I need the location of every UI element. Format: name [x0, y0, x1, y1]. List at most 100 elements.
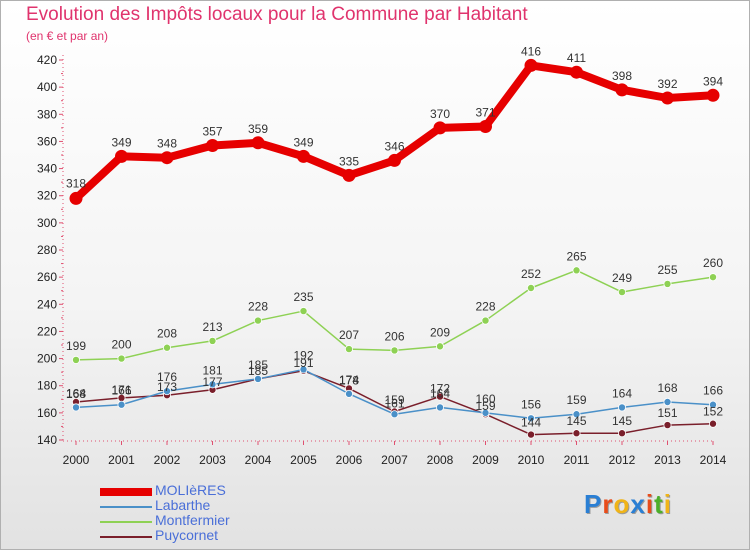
y-tick-label: 280	[37, 243, 57, 257]
data-label: 349	[111, 135, 131, 149]
data-label: 208	[157, 327, 177, 341]
data-point	[709, 419, 718, 428]
data-label: 164	[612, 386, 632, 400]
data-point	[435, 403, 444, 412]
logo-letter: t	[654, 489, 664, 519]
legend-swatch	[100, 506, 152, 508]
data-point	[572, 429, 581, 438]
data-point	[435, 392, 444, 401]
logo-letter: P	[584, 489, 603, 519]
data-label: 144	[521, 416, 541, 430]
data-label: 249	[612, 271, 632, 285]
data-label: 174	[339, 373, 359, 387]
x-tick-label: 2002	[154, 453, 181, 467]
data-label: 185	[248, 358, 268, 372]
data-point	[342, 168, 356, 182]
data-label: 173	[157, 380, 177, 394]
legend-swatch	[100, 536, 152, 538]
data-label: 172	[430, 382, 450, 396]
data-point	[251, 136, 265, 150]
data-label: 191	[293, 356, 313, 370]
x-tick-label: 2014	[700, 453, 727, 467]
chart-subtitle: (en € et par an)	[26, 29, 109, 43]
y-tick-label: 140	[37, 433, 57, 447]
x-tick-label: 2007	[381, 453, 408, 467]
data-label: 185	[248, 364, 268, 378]
data-label: 260	[703, 256, 723, 270]
data-point	[479, 120, 492, 133]
logo-letter: i	[663, 489, 672, 519]
data-point	[72, 403, 81, 412]
data-label: 199	[66, 339, 86, 353]
x-tick-label: 2013	[654, 453, 681, 467]
y-tick-label: 220	[37, 324, 57, 338]
data-point	[618, 429, 627, 438]
data-point	[709, 400, 718, 409]
y-tick-label: 180	[37, 379, 57, 393]
data-label: 152	[703, 405, 723, 419]
chart-title: Evolution des Impôts locaux pour la Comm…	[26, 4, 528, 25]
data-label: 166	[703, 384, 723, 398]
data-label: 206	[384, 329, 404, 343]
data-label: 359	[248, 122, 268, 136]
data-label: 178	[339, 373, 359, 387]
legend-label: Montfermier	[155, 512, 230, 528]
data-label: 318	[66, 176, 86, 190]
data-label: 394	[703, 74, 723, 88]
data-point	[570, 65, 583, 79]
data-point	[706, 88, 720, 102]
logo-letter: i	[645, 489, 655, 519]
data-point	[299, 365, 308, 374]
data-point	[390, 410, 399, 419]
data-label: 159	[384, 393, 404, 407]
x-tick-label: 2011	[564, 453, 590, 467]
y-tick-label: 380	[37, 107, 57, 121]
data-label: 168	[66, 387, 86, 401]
y-tick-label: 240	[37, 297, 57, 311]
data-label: 416	[521, 44, 541, 58]
data-label: 346	[384, 139, 404, 153]
data-label: 181	[202, 363, 222, 377]
logo-letter: r	[602, 489, 614, 519]
legend-label: Labarthe	[155, 497, 211, 513]
data-label: 164	[430, 386, 450, 400]
y-tick-label: 320	[37, 189, 57, 203]
data-label: 176	[157, 370, 177, 384]
data-label: 207	[339, 328, 359, 342]
data-label: 192	[293, 348, 313, 362]
data-point	[253, 316, 262, 325]
data-point	[709, 273, 718, 282]
data-point	[115, 149, 128, 163]
data-point	[663, 421, 672, 430]
logo-letter: o	[613, 489, 631, 519]
legend-label: MOLIèRES	[155, 482, 226, 498]
data-label: 159	[475, 399, 495, 413]
data-point	[344, 345, 353, 354]
legend-label: Puycornet	[155, 527, 219, 543]
y-tick-label: 400	[37, 80, 57, 94]
data-label: 357	[202, 125, 222, 139]
data-point	[663, 397, 672, 406]
data-point	[618, 403, 627, 412]
data-label: 166	[111, 384, 131, 398]
data-point	[481, 408, 490, 417]
x-tick-label: 2005	[290, 453, 317, 467]
data-label: 371	[475, 106, 495, 120]
x-tick-label: 2001	[108, 453, 135, 467]
x-tick-label: 2004	[245, 453, 272, 467]
data-label: 159	[566, 393, 586, 407]
x-tick-label: 2000	[63, 453, 90, 467]
y-tick-label: 260	[37, 270, 57, 284]
data-label: 348	[157, 137, 177, 151]
data-label: 177	[202, 375, 222, 389]
data-point	[572, 410, 581, 419]
y-tick-label: 340	[37, 162, 57, 176]
data-label: 228	[475, 300, 495, 314]
logo-letter: x	[630, 489, 646, 519]
data-label: 235	[293, 290, 313, 304]
data-label: 151	[657, 406, 677, 420]
data-label: 370	[430, 107, 450, 121]
data-label: 228	[248, 300, 268, 314]
data-label: 252	[521, 267, 541, 281]
